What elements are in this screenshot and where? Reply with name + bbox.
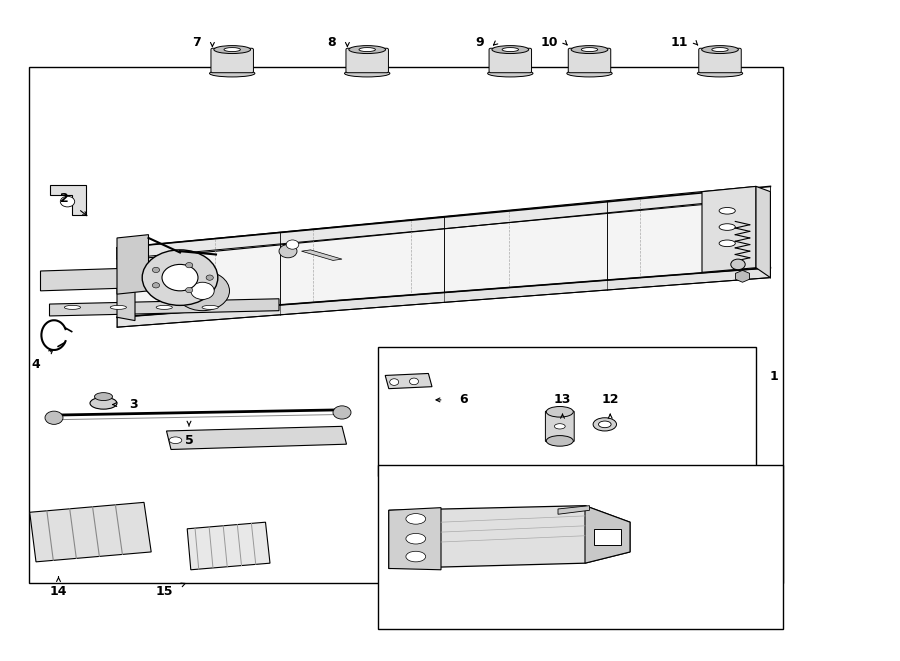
Ellipse shape <box>598 421 611 428</box>
Ellipse shape <box>157 305 173 309</box>
Text: 3: 3 <box>129 398 138 411</box>
Text: 13: 13 <box>554 393 572 407</box>
Text: 1: 1 <box>770 370 778 383</box>
Ellipse shape <box>224 48 240 52</box>
Polygon shape <box>187 522 270 570</box>
Bar <box>378 465 783 629</box>
Circle shape <box>45 411 63 424</box>
Ellipse shape <box>214 46 250 54</box>
Ellipse shape <box>712 48 728 52</box>
Circle shape <box>191 282 214 299</box>
Ellipse shape <box>492 46 528 54</box>
Circle shape <box>162 264 198 291</box>
FancyBboxPatch shape <box>698 48 742 73</box>
Ellipse shape <box>359 48 375 52</box>
Ellipse shape <box>572 46 608 54</box>
Polygon shape <box>50 299 279 316</box>
Text: 10: 10 <box>540 36 558 50</box>
Polygon shape <box>585 506 630 563</box>
Ellipse shape <box>554 424 565 429</box>
Ellipse shape <box>488 70 533 77</box>
Ellipse shape <box>65 305 81 309</box>
Ellipse shape <box>406 514 426 524</box>
Circle shape <box>176 271 230 311</box>
Circle shape <box>185 262 193 268</box>
Text: 14: 14 <box>50 585 68 598</box>
Text: 2: 2 <box>60 192 69 205</box>
Ellipse shape <box>94 393 112 401</box>
Ellipse shape <box>719 223 735 231</box>
Bar <box>594 529 621 545</box>
Ellipse shape <box>410 378 418 385</box>
Text: 12: 12 <box>601 393 619 407</box>
Ellipse shape <box>202 305 218 309</box>
Text: 6: 6 <box>459 393 468 407</box>
Circle shape <box>60 196 75 207</box>
Polygon shape <box>30 502 151 562</box>
Ellipse shape <box>719 240 735 247</box>
Ellipse shape <box>546 407 573 417</box>
Ellipse shape <box>702 46 738 54</box>
Circle shape <box>333 406 351 419</box>
Bar <box>378 347 756 476</box>
Circle shape <box>152 283 159 288</box>
Circle shape <box>279 245 297 258</box>
Text: 15: 15 <box>156 585 174 598</box>
Polygon shape <box>558 506 590 514</box>
Ellipse shape <box>345 70 390 77</box>
Polygon shape <box>117 186 770 259</box>
Polygon shape <box>702 186 756 272</box>
FancyBboxPatch shape <box>211 48 254 73</box>
Ellipse shape <box>719 208 735 214</box>
Ellipse shape <box>349 46 385 54</box>
Ellipse shape <box>169 437 182 444</box>
Ellipse shape <box>90 397 117 409</box>
Text: 5: 5 <box>184 434 194 447</box>
Ellipse shape <box>567 70 612 77</box>
Circle shape <box>185 288 193 293</box>
Circle shape <box>731 259 745 270</box>
FancyBboxPatch shape <box>568 48 611 73</box>
Text: 8: 8 <box>327 36 336 50</box>
Polygon shape <box>117 245 135 321</box>
Bar <box>29 67 783 583</box>
Text: 4: 4 <box>32 358 40 371</box>
Polygon shape <box>385 373 432 389</box>
Circle shape <box>142 250 218 305</box>
Ellipse shape <box>390 379 399 385</box>
Ellipse shape <box>502 48 518 52</box>
FancyBboxPatch shape <box>489 48 532 73</box>
Polygon shape <box>117 186 770 317</box>
Polygon shape <box>302 250 342 260</box>
Polygon shape <box>117 235 148 294</box>
Ellipse shape <box>210 70 255 77</box>
Polygon shape <box>389 506 630 568</box>
Ellipse shape <box>546 436 573 446</box>
Polygon shape <box>50 185 86 215</box>
FancyBboxPatch shape <box>545 411 574 442</box>
Ellipse shape <box>111 305 126 309</box>
Ellipse shape <box>406 551 426 562</box>
Circle shape <box>286 240 299 249</box>
Ellipse shape <box>593 418 616 431</box>
Text: 7: 7 <box>192 36 201 50</box>
Circle shape <box>152 267 159 272</box>
Text: 11: 11 <box>670 36 688 50</box>
Polygon shape <box>117 268 770 327</box>
Polygon shape <box>166 426 346 449</box>
Polygon shape <box>756 186 770 278</box>
Ellipse shape <box>698 70 742 77</box>
Ellipse shape <box>581 48 598 52</box>
Circle shape <box>206 275 213 280</box>
Polygon shape <box>389 508 441 570</box>
Text: 9: 9 <box>475 36 484 50</box>
FancyBboxPatch shape <box>346 48 389 73</box>
Ellipse shape <box>406 533 426 544</box>
Polygon shape <box>40 268 144 291</box>
